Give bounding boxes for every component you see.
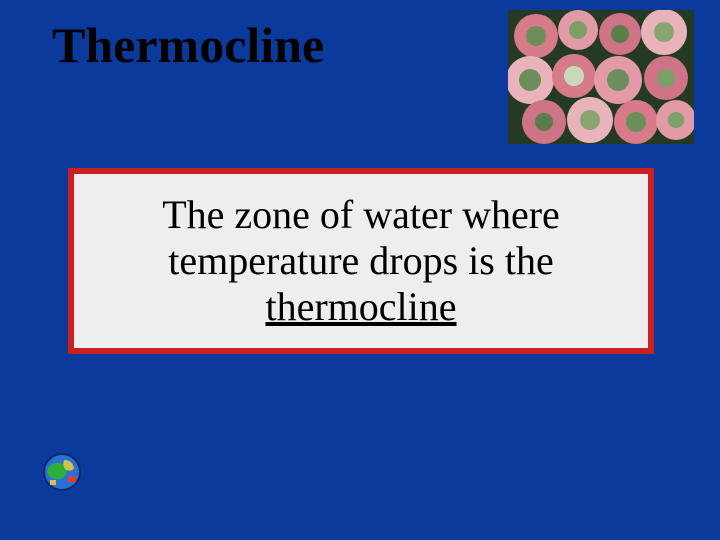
definition-box: The zone of water where temperature drop… xyxy=(68,168,654,354)
definition-text: The zone of water where temperature drop… xyxy=(90,192,632,330)
coral-illustration-icon xyxy=(508,10,694,144)
slide-title: Thermocline xyxy=(52,16,324,74)
definition-text-pre: The zone of water where temperature drop… xyxy=(162,192,560,283)
globe-icon xyxy=(40,450,84,494)
home-globe-button[interactable] xyxy=(40,450,84,494)
definition-text-term: thermocline xyxy=(265,284,456,329)
slide: Thermocline xyxy=(0,0,720,540)
coral-photo xyxy=(508,10,694,144)
